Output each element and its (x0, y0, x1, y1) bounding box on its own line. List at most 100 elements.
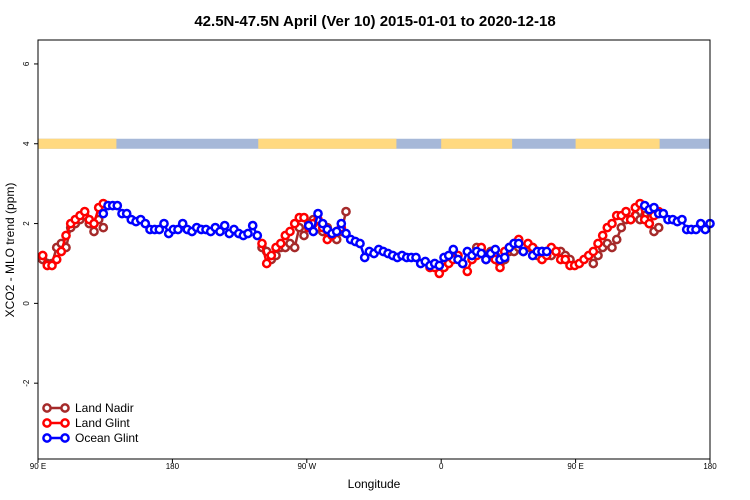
land-glint-point (51, 254, 62, 265)
ocean-glint-point (476, 248, 487, 259)
land-glint-point (560, 254, 571, 265)
series-layer (37, 198, 715, 279)
land-glint-point (607, 218, 617, 229)
land-glint-point (299, 212, 309, 223)
land-strip-segment (575, 138, 660, 149)
ocean-glint-point (513, 238, 524, 249)
legend-item-ocean-glint: Ocean Glint (42, 431, 139, 445)
legend-swatch-marker (60, 403, 70, 413)
land-strip-segment (441, 138, 513, 149)
ocean-glint-point (121, 208, 132, 219)
ocean-glint-point (243, 228, 253, 239)
land-glint-point (261, 258, 272, 269)
ocean-glint-point (303, 220, 314, 231)
x-axis-title: Longitude (348, 477, 401, 491)
ocean-glint-point (331, 226, 342, 237)
ocean-glint-point (317, 218, 328, 229)
ocean-glint-point (518, 246, 529, 257)
ocean-glint-point (434, 260, 445, 271)
land-nadir-point (289, 242, 300, 253)
land-nadir-point (588, 258, 599, 269)
land-glint-point (79, 206, 90, 217)
land-nadir-point (98, 222, 109, 233)
legend-item-land-glint: Land Glint (42, 416, 130, 430)
ocean-glint-point (700, 224, 711, 235)
land-glint-point (289, 218, 300, 229)
land-glint-point (495, 262, 505, 273)
x-tick-label: 180 (703, 462, 717, 471)
x-tick-label: 90 E (30, 462, 46, 471)
land-strip-segment (258, 138, 397, 149)
ocean-glint-point (448, 244, 459, 255)
y-tick-label: -2 (22, 379, 31, 387)
legend-swatch-marker (60, 433, 70, 443)
ocean-glint-point (308, 226, 319, 237)
ocean-glint-point (359, 252, 370, 263)
land-glint-point (257, 238, 267, 249)
x-tick-label: 180 (166, 462, 180, 471)
ocean-glint-point (159, 218, 169, 229)
y-tick-label: 4 (22, 141, 31, 146)
x-tick-label: 0 (439, 462, 444, 471)
land-glint-point (266, 250, 277, 261)
ocean-glint-point (541, 246, 552, 257)
ocean-glint-point (691, 224, 701, 235)
y-axis: -2 0 2 4 6 (22, 61, 38, 387)
ocean-glint-point (411, 252, 421, 263)
land-strip-segment (38, 138, 117, 149)
ocean-glint-point (112, 200, 123, 211)
land-glint-point (56, 246, 67, 257)
land-glint-point (61, 230, 71, 241)
ocean-glint-point (177, 218, 188, 229)
land-glint-point (285, 226, 295, 237)
ocean-glint-point (499, 252, 510, 263)
land-glint-point (625, 214, 636, 225)
ocean-glint-point (219, 220, 230, 231)
land-glint-point (593, 238, 603, 249)
plot-frame (37, 39, 711, 460)
land-nadir-point (616, 222, 627, 233)
land-glint-point (89, 218, 99, 229)
legend-swatch-marker (42, 433, 52, 443)
ocean-glint-point (173, 224, 183, 235)
land-nadir-point (89, 226, 99, 237)
land-glint-point (462, 266, 473, 277)
land-glint-point (621, 206, 631, 217)
chart-title: 42.5N-47.5N April (Ver 10) 2015-01-01 to… (194, 13, 555, 30)
land-glint-point (551, 246, 561, 257)
y-tick-label: 6 (22, 61, 31, 66)
legend-label: Ocean Glint (75, 431, 139, 445)
legend-label: Land Nadir (75, 401, 134, 415)
series-ocean-glint (98, 200, 715, 271)
y-tick-label: 2 (22, 221, 31, 226)
land-glint-point (37, 250, 48, 261)
land-nadir-point (341, 206, 351, 217)
legend-item-land-nadir: Land Nadir (42, 401, 134, 415)
ocean-glint-point (649, 202, 659, 213)
land-nadir-point (299, 230, 309, 241)
ocean-glint-point (252, 230, 263, 241)
legend-label: Land Glint (75, 416, 130, 430)
ocean-glint-point (98, 208, 109, 219)
ocean-glint-point (336, 218, 347, 229)
ocean-glint-point (313, 208, 323, 219)
land-nadir-point (653, 222, 664, 233)
y-tick-label: 0 (22, 301, 31, 306)
legend-swatch-marker (42, 403, 52, 413)
ocean-glint-point (490, 244, 501, 255)
x-axis: 90 E 180 90 W 0 90 E 180 (30, 459, 717, 471)
x-tick-label: 90 W (297, 462, 316, 471)
ocean-glint-point (695, 218, 706, 229)
ocean-glint-point (481, 254, 491, 265)
ocean-glint-point (154, 224, 165, 235)
x-tick-label: 90 E (567, 462, 583, 471)
land-ocean-strip (38, 138, 710, 149)
ocean-glint-point (341, 228, 351, 239)
ocean-glint-point (443, 250, 454, 261)
ocean-glint-point (658, 208, 669, 219)
land-glint-point (47, 260, 57, 271)
ocean-glint-point (457, 258, 468, 269)
land-glint-point (588, 246, 599, 257)
